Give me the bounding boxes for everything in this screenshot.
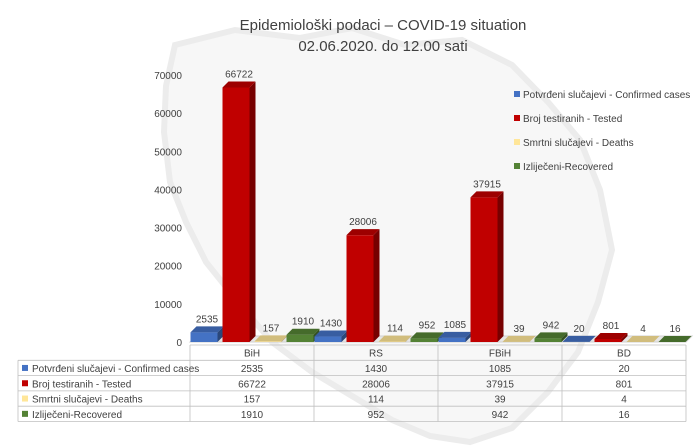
table-cell-0-2: 1085 xyxy=(489,364,512,375)
table-cell-2-2: 39 xyxy=(494,395,506,406)
table-cell-3-3: 16 xyxy=(618,410,630,421)
y-tick-label-2: 20000 xyxy=(154,262,182,273)
legend-key-2 xyxy=(514,139,520,145)
bar-RS-0 xyxy=(314,330,348,342)
table-legend-key-0 xyxy=(22,364,28,371)
legend-label-3: Izliječeni-Recovered xyxy=(523,162,613,173)
table-cell-1-1: 28006 xyxy=(362,379,390,390)
table-legend-key-1 xyxy=(22,380,28,387)
table-row-label-3: Izliječeni-Recovered xyxy=(32,410,122,421)
bar-BiH-0 xyxy=(190,326,224,342)
bar-BD-2 xyxy=(626,335,660,342)
data-label-RS-0: 1430 xyxy=(320,319,343,330)
data-label-BD-2: 4 xyxy=(640,324,646,335)
table-cell-2-0: 157 xyxy=(244,395,261,406)
data-label-FBiH-1: 37915 xyxy=(473,179,501,190)
data-label-FBiH-0: 1085 xyxy=(444,320,467,331)
data-label-RS-1: 28006 xyxy=(349,217,377,228)
x-category-label-2: FBiH xyxy=(489,349,511,360)
data-label-BiH-0: 2535 xyxy=(196,314,219,325)
table-cell-1-2: 37915 xyxy=(486,379,514,390)
bar-FBiH-2 xyxy=(502,335,536,342)
x-category-label-3: BD xyxy=(617,349,631,360)
x-category-label-1: RS xyxy=(369,349,383,360)
data-label-BiH-3: 1910 xyxy=(292,317,315,328)
bar-RS-2 xyxy=(378,335,412,342)
data-label-RS-2: 114 xyxy=(387,324,403,335)
table-cell-0-1: 1430 xyxy=(365,364,388,375)
legend-label-1: Broj testiranih - Tested xyxy=(523,114,622,125)
table-cell-2-3: 4 xyxy=(621,395,627,406)
y-tick-label-3: 30000 xyxy=(154,224,182,235)
bar-BD-0 xyxy=(562,335,596,342)
data-label-FBiH-3: 942 xyxy=(543,320,560,331)
y-tick-label-6: 60000 xyxy=(154,109,182,120)
y-tick-label-1: 10000 xyxy=(154,300,182,311)
bar-BD-1 xyxy=(594,332,628,342)
table-cell-3-0: 1910 xyxy=(241,410,264,421)
table-cell-2-1: 114 xyxy=(368,395,384,406)
y-tick-label-0: 0 xyxy=(176,338,182,349)
table-cell-1-0: 66722 xyxy=(238,379,266,390)
bar-FBiH-3 xyxy=(534,332,568,342)
data-label-BiH-1: 66722 xyxy=(225,70,253,81)
table-cell-3-2: 942 xyxy=(492,410,509,421)
table-legend-key-2 xyxy=(22,395,28,402)
bar-FBiH-0 xyxy=(438,331,472,342)
x-category-label-0: BiH xyxy=(244,349,260,360)
chart-title-line2: 02.06.2020. do 12.00 sati xyxy=(298,38,467,55)
data-label-BD-0: 20 xyxy=(573,324,585,335)
legend-key-1 xyxy=(514,115,520,121)
data-label-RS-3: 952 xyxy=(419,320,436,331)
table-row-label-2: Smrtni slučajevi - Deaths xyxy=(32,395,143,406)
data-label-BiH-2: 157 xyxy=(263,323,280,334)
data-label-BD-1: 801 xyxy=(603,321,620,332)
data-label-FBiH-2: 39 xyxy=(513,324,525,335)
bar-RS-1 xyxy=(346,229,380,342)
y-tick-label-5: 50000 xyxy=(154,147,182,158)
chart-title-line1: Epidemiološki podaci – COVID-19 situatio… xyxy=(240,17,527,34)
legend-label-0: Potvrđeni slučajevi - Confirmed cases xyxy=(523,90,690,101)
bar-BiH-2 xyxy=(254,335,288,342)
table-cell-1-3: 801 xyxy=(616,379,633,390)
table-legend-key-3 xyxy=(22,410,28,417)
legend-label-2: Smrtni slučajevi - Deaths xyxy=(523,138,634,149)
table-cell-3-1: 952 xyxy=(368,410,385,421)
table-row-label-1: Broj testiranih - Tested xyxy=(32,379,131,390)
data-label-BD-3: 16 xyxy=(669,324,681,335)
table-cell-0-3: 20 xyxy=(618,364,630,375)
y-tick-label-4: 40000 xyxy=(154,185,182,196)
bar-FBiH-1 xyxy=(470,191,504,342)
y-tick-label-7: 70000 xyxy=(154,71,182,82)
legend-key-3 xyxy=(514,163,520,169)
table-cell-0-0: 2535 xyxy=(241,364,264,375)
legend-key-0 xyxy=(514,91,520,97)
bar-BD-3 xyxy=(658,335,692,342)
bar-BiH-1 xyxy=(222,81,256,342)
table-row-label-0: Potvrđeni slučajevi - Confirmed cases xyxy=(32,364,199,375)
